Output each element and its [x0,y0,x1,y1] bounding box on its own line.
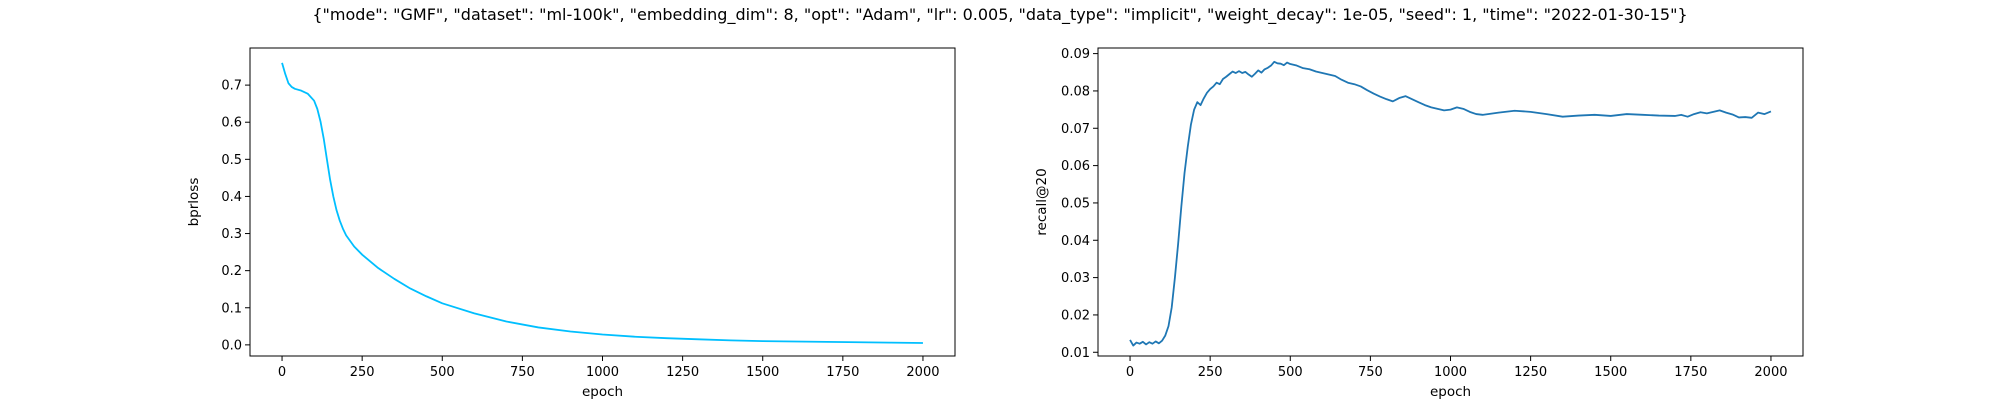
axes-frame [1097,47,1804,357]
y-tick-label: 0.4 [221,190,242,205]
y-tick-label: 0.05 [1061,196,1090,211]
x-tick-label: 0 [1126,365,1134,380]
x-tick-label: 2000 [1754,365,1787,380]
y-tick-label: 0.0 [221,338,242,353]
figure-title: {"mode": "GMF", "dataset": "ml-100k", "e… [312,5,1688,24]
x-tick-label: 1750 [826,365,859,380]
y-tick-label: 0.03 [1061,271,1090,286]
y-tick-label: 0.07 [1061,122,1090,137]
x-tick-label: 2000 [906,365,939,380]
y-tick-label: 0.02 [1061,308,1090,323]
axes-frame [249,47,956,357]
x-tick-label: 1000 [1434,365,1467,380]
x-axis-label: epoch [582,384,623,400]
series-line-bprloss [281,62,923,344]
x-tick-label: 750 [510,365,535,380]
x-tick-label: 500 [1278,365,1303,380]
x-tick-label: 1500 [746,365,779,380]
y-tick-label: 0.04 [1061,234,1090,249]
x-tick-label: 250 [350,365,375,380]
chart-panel-1: 0 250 500 750 1000 1250 1500 1750 2000 0.0 0.1 0.2 0… [186,47,956,400]
x-tick-label: 1500 [1594,365,1627,380]
series-line-recall@20 [1129,60,1772,347]
x-tick-label: 1000 [586,365,619,380]
y-axis-label: recall@20 [1034,168,1050,235]
x-tick-label: 500 [430,365,455,380]
x-tick-label: 1250 [1514,365,1547,380]
y-tick-label: 0.01 [1061,346,1090,361]
y-tick-label: 0.5 [221,153,242,168]
x-tick-label: 0 [278,365,286,380]
x-tick-label: 1250 [666,365,699,380]
x-tick-label: 750 [1358,365,1383,380]
y-tick-label: 0.06 [1061,159,1090,174]
y-tick-label: 0.7 [221,79,242,94]
y-tick-label: 0.2 [221,264,242,279]
y-tick-label: 0.08 [1061,84,1090,99]
chart-panel-2: 0 250 500 750 1000 1250 1500 1750 2000 0.01 0.02 0.… [1034,47,1804,400]
y-tick-label: 0.09 [1061,47,1090,62]
y-tick-label: 0.1 [221,301,242,316]
x-tick-label: 250 [1198,365,1223,380]
y-tick-label: 0.6 [221,116,242,131]
y-axis-label: bprloss [186,178,202,227]
x-tick-label: 1750 [1674,365,1707,380]
y-tick-label: 0.3 [221,227,242,242]
x-axis-label: epoch [1430,384,1471,400]
